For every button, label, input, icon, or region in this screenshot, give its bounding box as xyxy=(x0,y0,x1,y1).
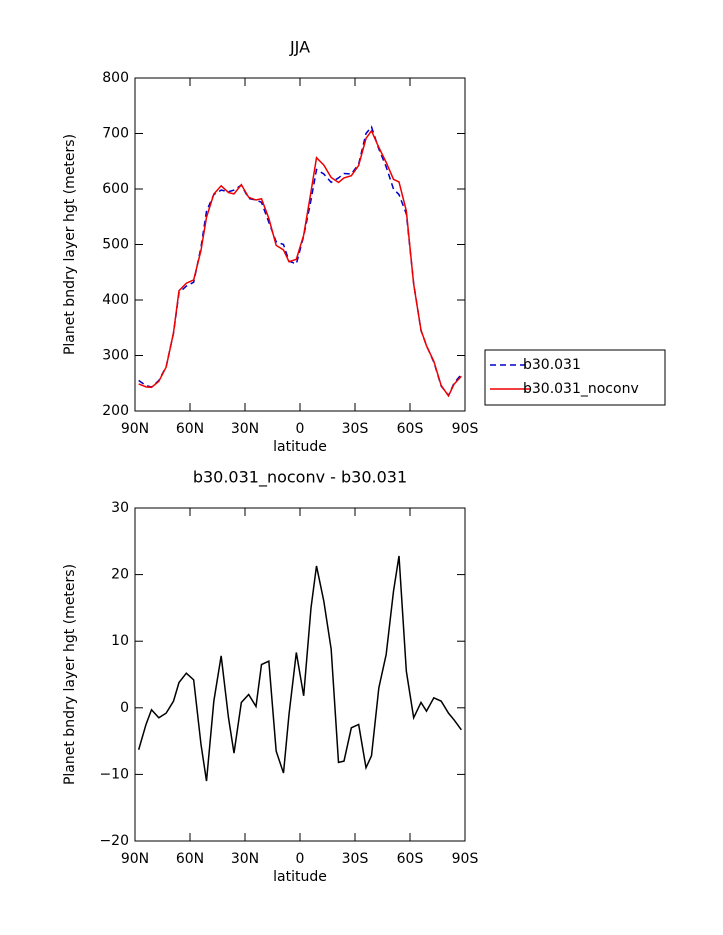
x-axis-label: latitude xyxy=(273,439,327,455)
y-tick-label: −10 xyxy=(99,766,129,782)
x-tick-label: 60N xyxy=(176,421,204,437)
x-tick-label: 30N xyxy=(231,851,259,867)
y-axis-label: Planet bndry layer hgt (meters) xyxy=(62,564,78,785)
y-tick-label: 20 xyxy=(111,567,129,583)
legend-box xyxy=(484,349,666,406)
y-tick-label: 0 xyxy=(120,700,129,716)
y-tick-label: 10 xyxy=(111,633,129,649)
x-tick-label: 0 xyxy=(296,421,305,437)
chart-title: JJA xyxy=(289,38,310,57)
y-tick-label: −20 xyxy=(99,833,129,849)
y-tick-label: 200 xyxy=(102,403,129,419)
y-tick-label: 700 xyxy=(102,126,129,142)
chart-title: b30.031_noconv - b30.031 xyxy=(193,468,407,488)
x-tick-label: 30N xyxy=(231,421,259,437)
x-tick-label: 30S xyxy=(342,851,369,867)
x-tick-label: 0 xyxy=(296,851,305,867)
x-tick-label: 60S xyxy=(397,421,424,437)
x-tick-label: 90N xyxy=(121,421,149,437)
x-tick-label: 60S xyxy=(397,851,424,867)
x-tick-label: 90S xyxy=(452,851,479,867)
plot-frame xyxy=(134,77,466,412)
data-line xyxy=(138,129,462,398)
y-tick-label: 600 xyxy=(102,181,129,197)
legend-label: b30.031_noconv xyxy=(523,381,639,397)
x-tick-label: 90N xyxy=(121,851,149,867)
y-tick-label: 300 xyxy=(102,348,129,364)
y-tick-label: 30 xyxy=(111,500,129,516)
x-tick-label: 30S xyxy=(342,421,369,437)
data-line xyxy=(137,555,462,782)
data-line xyxy=(138,125,462,397)
y-axis-label: Planet bndry layer hgt (meters) xyxy=(62,134,78,355)
x-tick-label: 60N xyxy=(176,851,204,867)
x-tick-label: 90S xyxy=(452,421,479,437)
legend-label: b30.031 xyxy=(523,357,581,373)
plot-frame xyxy=(134,507,466,842)
y-tick-label: 500 xyxy=(102,237,129,253)
y-tick-label: 400 xyxy=(102,292,129,308)
y-tick-label: 800 xyxy=(102,70,129,86)
x-axis-label: latitude xyxy=(273,869,327,885)
